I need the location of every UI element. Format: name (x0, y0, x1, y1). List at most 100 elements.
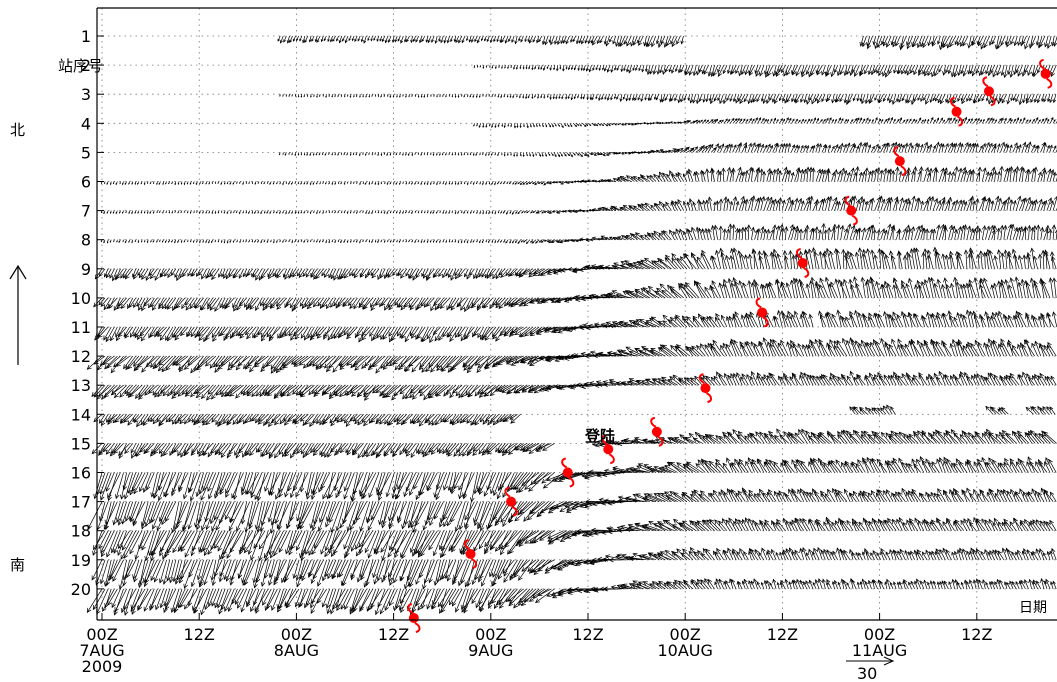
wind-vector-head (853, 71, 859, 77)
wind-vector (756, 94, 761, 102)
wind-vector (656, 35, 660, 44)
wind-vector-head (270, 240, 272, 243)
wind-vector-head (906, 70, 911, 76)
wind-vector (654, 94, 657, 100)
wind-vector-head (695, 71, 700, 76)
wind-vector-head (816, 99, 821, 104)
wind-vector-head (450, 305, 456, 311)
wind-vector-head (427, 39, 431, 44)
wind-vector (1022, 35, 1027, 45)
wind-vector-head (927, 70, 932, 77)
wind-vector-head (800, 98, 804, 103)
wind-vector-head (674, 97, 677, 102)
wind-vector-head (543, 96, 546, 99)
wind-vector-head (870, 70, 875, 76)
wind-vector (688, 94, 690, 101)
wind-vector-head (893, 69, 897, 74)
wind-vector (922, 64, 928, 75)
wind-vector-head (631, 123, 635, 126)
wind-vector (520, 35, 524, 43)
wind-vector (795, 64, 802, 76)
wind-vector (690, 94, 693, 103)
wind-vector (934, 64, 940, 76)
wind-vector (852, 118, 858, 124)
wind-vector (447, 35, 450, 43)
wind-vector (1014, 65, 1017, 75)
wind-vector-head (584, 124, 587, 128)
wind-vector (878, 94, 884, 103)
wind-vector-head (896, 98, 900, 103)
wind-vector (626, 94, 629, 101)
wind-vector-head (792, 70, 797, 76)
wind-vector-head (556, 68, 559, 72)
wind-vector (844, 65, 848, 76)
wind-vector-head (294, 95, 297, 98)
wind-vector-head (942, 71, 947, 76)
wind-vector (1001, 65, 1005, 76)
wind-vector-head (792, 118, 795, 122)
wind-vector (923, 94, 927, 101)
wind-vector-head (461, 39, 465, 44)
wind-vector (917, 35, 923, 48)
wind-vector (584, 35, 589, 44)
wind-vector-head (383, 95, 386, 98)
wind-vector (623, 65, 626, 71)
wind-vector (874, 117, 878, 124)
wind-vector (791, 119, 795, 124)
wind-vector-head (917, 97, 921, 101)
wind-vector (710, 94, 715, 104)
wind-vector-head (632, 68, 635, 72)
wind-vector (637, 35, 641, 43)
wind-vector-head (923, 97, 926, 101)
wind-vector-head (348, 38, 351, 42)
wind-vector (1044, 35, 1049, 47)
wind-vector-head (1041, 98, 1045, 103)
wind-vector (854, 64, 860, 77)
wind-vector (1005, 250, 1008, 269)
wind-vector (698, 64, 703, 73)
wind-vector-head (476, 39, 480, 44)
wind-vector-head (494, 125, 497, 129)
wind-vector-head (485, 240, 487, 243)
wind-vector (855, 117, 860, 124)
wind-vector-head (935, 97, 938, 102)
wind-vector-head (531, 67, 534, 71)
wind-vector (995, 94, 998, 101)
wind-vector-head (316, 95, 318, 98)
wind-vector-head (1018, 100, 1023, 106)
wind-vector (883, 35, 889, 46)
wind-vector-head (279, 39, 283, 44)
wind-vector (792, 64, 799, 75)
wind-vector (524, 35, 527, 42)
wind-vector (529, 35, 533, 44)
wind-vector (702, 119, 706, 124)
wind-vector-head (410, 39, 414, 44)
wind-vector (381, 35, 386, 42)
wind-vector (717, 94, 721, 101)
wind-vector (662, 65, 666, 75)
wind-vector (1039, 35, 1046, 48)
wind-vector-head (692, 71, 697, 77)
wind-vector (653, 65, 657, 75)
wind-vector (973, 94, 977, 103)
wind-vector-head (242, 240, 244, 243)
wind-vector-head (708, 98, 712, 102)
wind-vector (683, 94, 687, 101)
wind-vector (597, 35, 601, 44)
wind-vector-head (595, 96, 598, 100)
wind-vector-head (549, 67, 552, 71)
wind-vector (726, 119, 731, 124)
wind-vector (599, 35, 604, 43)
wind-vector-head (795, 99, 800, 104)
wind-vector (819, 119, 823, 124)
wind-vector-head (931, 41, 937, 47)
wind-vector-head (617, 42, 622, 48)
wind-vector-head (725, 118, 728, 122)
wind-vector-head (494, 95, 496, 98)
wind-vector-head (501, 125, 504, 128)
wind-vector-head (671, 41, 676, 48)
wind-vector (505, 35, 509, 44)
wind-vector-head (688, 120, 692, 123)
wind-vector (748, 118, 752, 124)
wind-vector (648, 94, 650, 101)
